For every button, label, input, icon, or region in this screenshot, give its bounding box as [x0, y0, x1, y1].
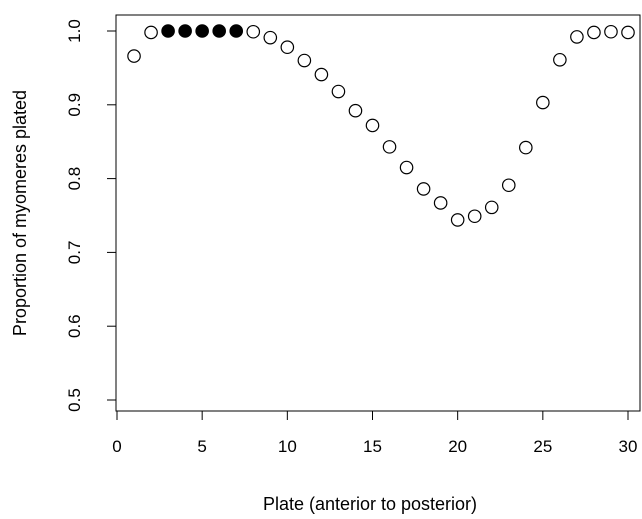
filled-data-point — [229, 24, 244, 38]
x-tick-label: 15 — [363, 437, 382, 456]
open-data-point — [382, 140, 397, 154]
open-data-point — [416, 182, 431, 196]
open-data-point — [144, 25, 158, 40]
y-tick-label: 1.0 — [65, 19, 84, 43]
open-data-point — [433, 196, 448, 210]
open-data-point — [553, 52, 567, 67]
y-tick-label: 0.6 — [65, 314, 84, 338]
y-tick-label: 0.7 — [65, 241, 84, 265]
x-tick-label: 20 — [448, 437, 467, 456]
open-data-point — [331, 84, 346, 99]
open-data-point — [536, 95, 550, 110]
open-data-point — [587, 25, 601, 40]
open-data-point — [621, 25, 635, 40]
open-data-point — [501, 178, 516, 193]
open-data-point — [467, 209, 482, 224]
open-data-point — [399, 160, 414, 175]
open-data-point — [127, 49, 141, 63]
x-tick-label: 10 — [278, 437, 297, 456]
filled-data-point — [178, 24, 192, 38]
x-tick-label: 30 — [619, 437, 638, 456]
open-data-point — [518, 140, 533, 155]
open-data-point — [280, 40, 295, 55]
open-data-point — [246, 24, 261, 39]
y-tick-label: 0.8 — [65, 167, 84, 191]
y-axis-title: Proportion of myomeres plated — [10, 90, 30, 336]
open-data-point — [604, 24, 618, 39]
open-data-point — [297, 53, 312, 68]
filled-data-point — [195, 24, 209, 38]
open-data-point — [484, 200, 499, 215]
open-data-point — [348, 103, 363, 118]
open-data-point — [570, 30, 584, 44]
filled-data-point — [212, 24, 226, 38]
filled-data-point — [161, 24, 175, 38]
open-data-point — [450, 213, 465, 227]
x-axis: 0 5 10 15 20 25 30 — [112, 410, 638, 456]
data-points — [127, 24, 635, 227]
open-data-point — [263, 30, 278, 45]
open-data-point — [314, 67, 329, 82]
y-tick-label: 0.5 — [65, 388, 84, 412]
y-axis: 0.5 0.6 0.7 0.8 0.9 1.0 — [65, 19, 117, 412]
x-tick-label: 0 — [112, 437, 121, 456]
x-axis-title: Plate (anterior to posterior) — [263, 494, 477, 514]
x-tick-label: 25 — [533, 437, 552, 456]
open-data-point — [365, 118, 380, 133]
plot-frame — [115, 14, 641, 412]
y-tick-label: 0.9 — [65, 93, 84, 117]
x-tick-label: 5 — [197, 437, 206, 456]
